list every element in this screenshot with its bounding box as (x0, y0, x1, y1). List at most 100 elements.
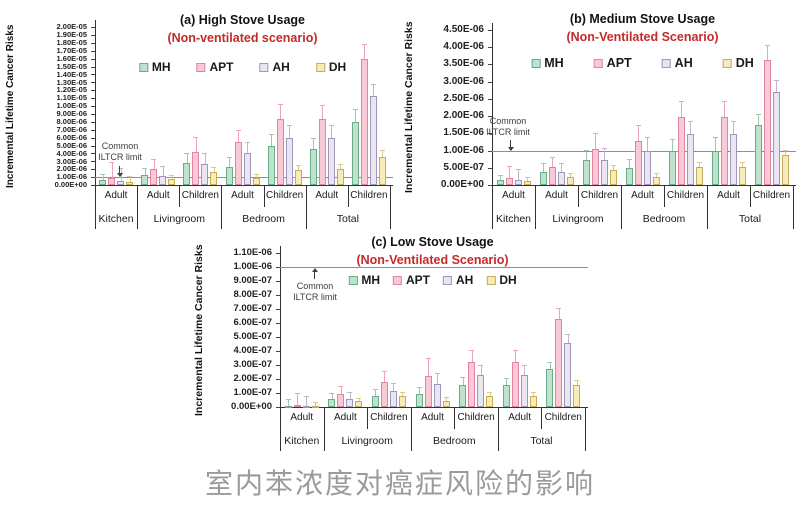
y-tick-label: 4.00E-06 (443, 41, 484, 53)
y-tick-label: 1.80E-05 (56, 38, 87, 48)
error-bar-cap (721, 101, 727, 103)
error-bar-APT (558, 307, 560, 319)
y-tick-mark (91, 169, 95, 171)
error-bar-MH (586, 149, 587, 161)
bar-MH (625, 167, 633, 185)
legend-item-MH: MH (531, 56, 564, 70)
x-cell-label: Adult (502, 190, 525, 201)
bar-MH (668, 150, 676, 185)
error-bar-AH (733, 120, 734, 135)
bar-APT (276, 118, 284, 185)
legend-item-MH: MH (138, 60, 170, 74)
y-tick-label: 1.90E-05 (56, 30, 87, 40)
bar-APT (555, 318, 563, 407)
legend-item-DH: DH (486, 273, 517, 287)
x-cell-label: Adult (631, 190, 654, 201)
error-bar-cap (390, 382, 396, 384)
y-tick-mark (276, 379, 280, 380)
y-tick-mark (91, 129, 95, 131)
annotation-arrow-line (510, 139, 511, 147)
legend-swatch-APT (392, 275, 402, 285)
error-bar-MH (313, 137, 315, 150)
y-tick-label: 4.00E-07 (233, 345, 272, 357)
bar-AH (285, 137, 293, 185)
y-tick-mark (91, 34, 95, 36)
legend-item-APT: APT (392, 273, 430, 287)
bar-DH (652, 177, 660, 185)
error-bar-cap (312, 401, 318, 403)
error-bar-cap (184, 153, 190, 155)
y-tick-label: 2.00E-06 (443, 110, 484, 122)
y-tick-mark (276, 337, 280, 338)
error-bar-APT (552, 156, 553, 168)
x-cell-label: Adult (315, 190, 339, 201)
chart-title: (a) High Stove Usage (179, 13, 306, 27)
legend-swatch-AH (442, 275, 452, 285)
y-tick-label: 2.00E-06 (56, 164, 87, 174)
legend: MH APT AH DH (531, 56, 754, 70)
legend-item-DH: DH (722, 56, 754, 70)
error-bar-MH (102, 173, 104, 181)
error-bar-APT (322, 105, 324, 119)
error-bar-cap (109, 162, 115, 164)
legend-label: DH (735, 56, 754, 70)
y-tick-mark (91, 161, 95, 163)
x-group-label: Livingroom (552, 213, 604, 225)
error-bar-cap (356, 397, 362, 399)
error-bar-AH (306, 396, 308, 406)
x-axis-separator (263, 185, 265, 207)
legend-label: APT (405, 273, 430, 287)
x-axis-separator (664, 185, 665, 207)
y-tick-label: 7.00E-06 (56, 124, 87, 134)
y-tick-label: 8.00E-06 (56, 117, 87, 127)
bar-DH (609, 170, 617, 185)
bar-APT (318, 118, 326, 185)
iltcr-limit-annotation: Common ILTCR limit (98, 141, 142, 162)
error-bar-cap (610, 165, 616, 167)
bar-DH (336, 169, 344, 185)
error-bar-APT (153, 158, 155, 170)
error-bar-cap (712, 136, 718, 138)
iltcr-limit-annotation: Common ILTCR limit (293, 281, 337, 302)
y-tick-mark (488, 116, 492, 118)
error-bar-MH (506, 378, 508, 386)
error-bar-cap (193, 136, 199, 138)
error-bar-APT (515, 349, 517, 363)
error-bar-DH (315, 401, 317, 406)
error-bar-cap (253, 174, 259, 176)
bar-DH (695, 166, 703, 185)
x-cell-label: Children (544, 412, 582, 423)
x-cell-label: Adult (508, 412, 532, 423)
bar-MH (711, 150, 719, 185)
bar-DH (311, 406, 319, 408)
x-group-label: Bedroom (642, 213, 686, 225)
x-axis-separator (305, 185, 307, 229)
bar-APT (337, 394, 345, 407)
error-bar-DH (256, 174, 257, 179)
x-axis-line (95, 185, 393, 186)
error-bar-MH (144, 167, 146, 175)
legend-swatch-APT (593, 58, 603, 68)
bar-APT (380, 381, 388, 407)
iltcr-limit-annotation: Common ILTCR limit (486, 116, 530, 137)
y-tick-label: 1.70E-05 (56, 45, 87, 55)
x-axis-separator (347, 185, 349, 207)
ref-line-iltcr-limit (280, 267, 588, 268)
x-axis-separator (280, 407, 281, 451)
error-bar-cap (226, 157, 232, 159)
error-bar-DH (402, 391, 404, 396)
x-cell-label: Children (350, 190, 388, 201)
error-bar-AH (373, 83, 375, 96)
bar-AH (729, 134, 737, 185)
bar-AH (389, 390, 397, 407)
bar-APT (360, 58, 368, 185)
error-bar-MH (375, 388, 377, 396)
error-bar-APT (384, 370, 386, 382)
x-cell-label: Children (457, 412, 495, 423)
error-bar-cap (434, 372, 440, 374)
error-bar-DH (358, 397, 360, 402)
error-bar-AH (162, 166, 164, 176)
error-bar-MH (288, 399, 290, 406)
error-bar-AH (437, 372, 438, 384)
error-bar-cap (678, 101, 684, 103)
